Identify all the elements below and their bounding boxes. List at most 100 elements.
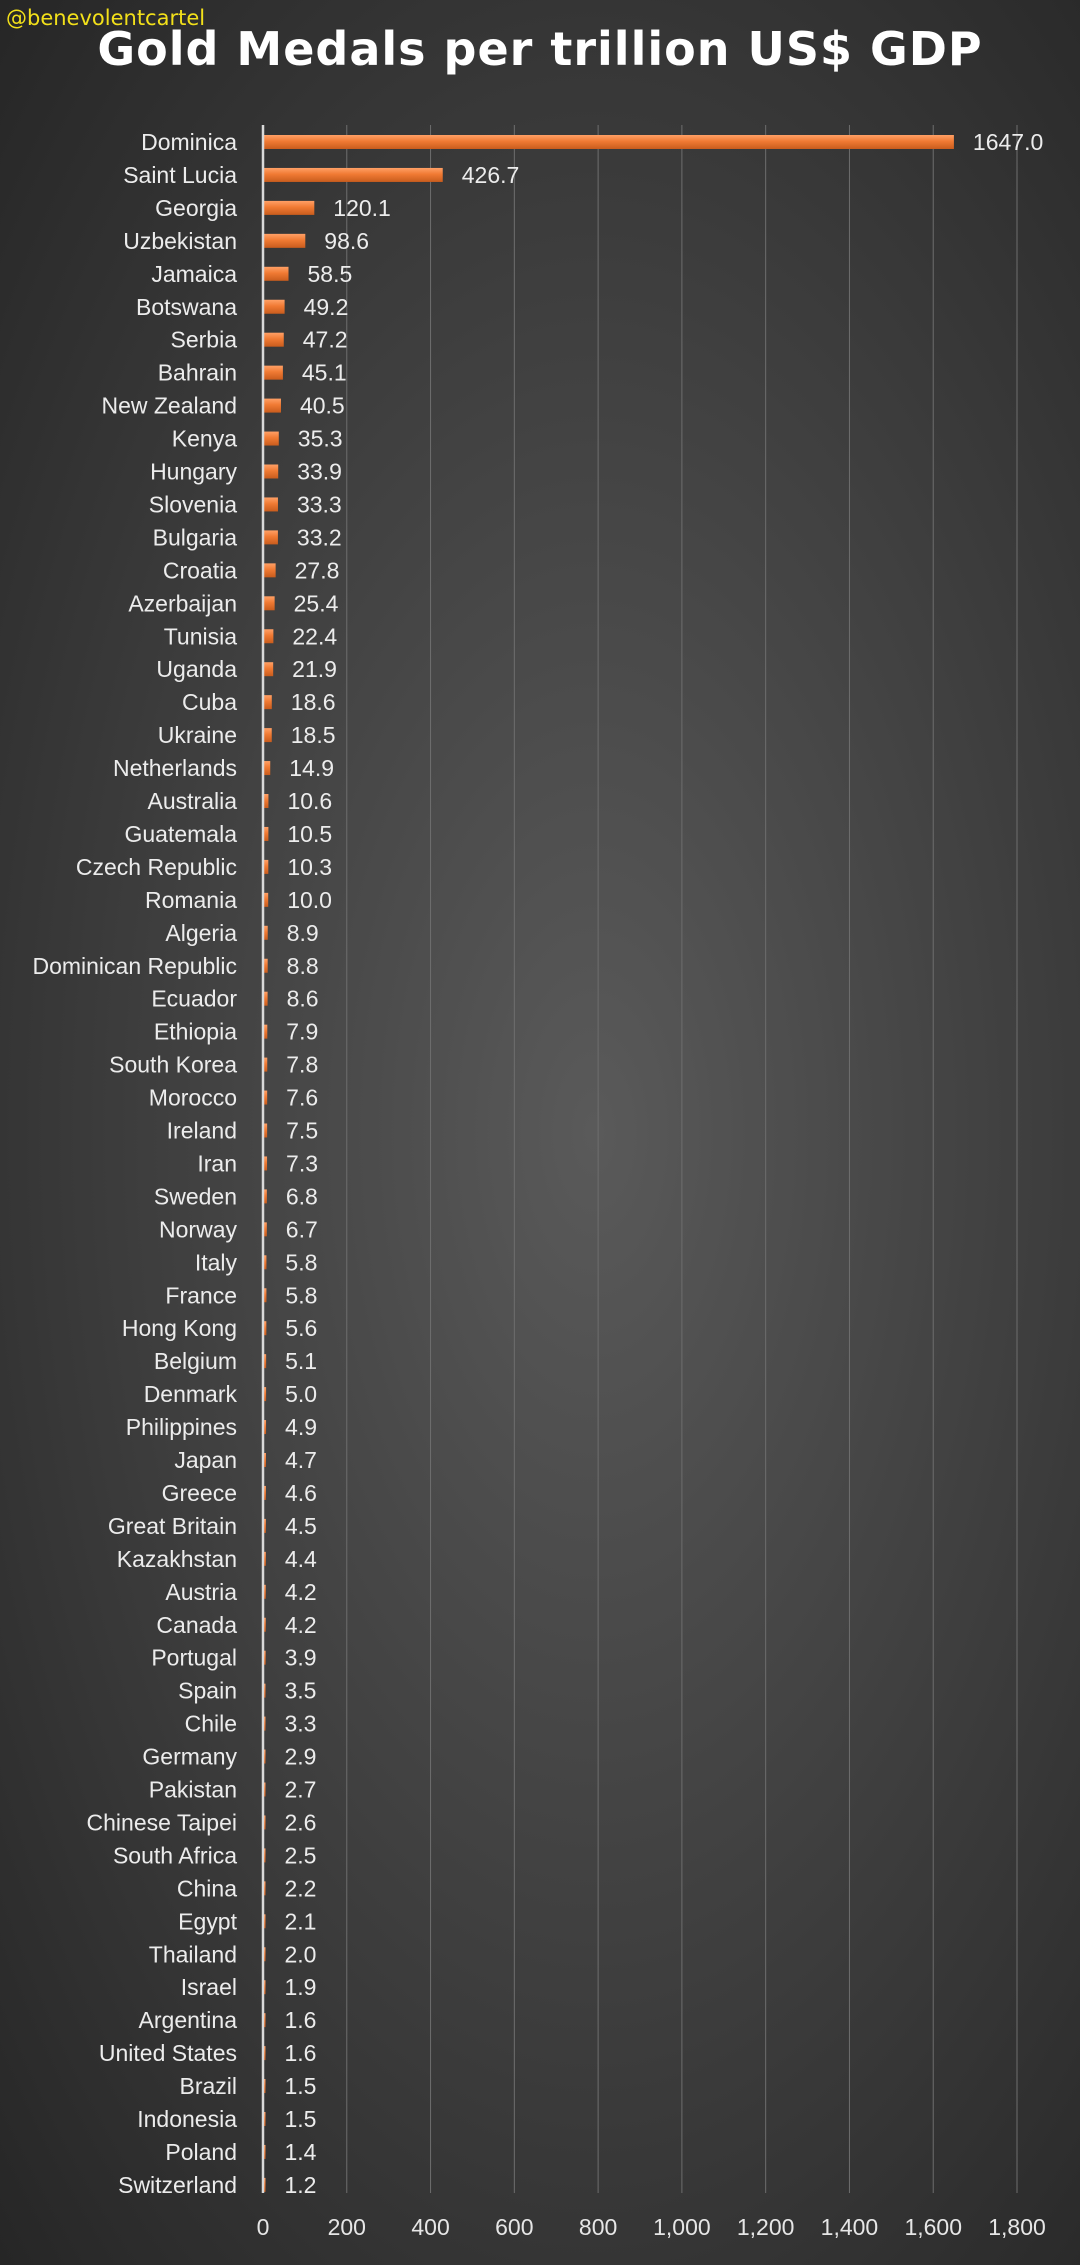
category-label: Spain bbox=[178, 1678, 237, 1704]
data-label: 1.5 bbox=[285, 2106, 317, 2132]
bar bbox=[264, 233, 306, 248]
category-label: Cuba bbox=[182, 689, 237, 715]
data-label: 33.9 bbox=[297, 459, 342, 485]
category-label: New Zealand bbox=[101, 393, 237, 419]
data-label: 7.8 bbox=[286, 1052, 318, 1078]
category-label: United States bbox=[99, 2040, 237, 2066]
data-label: 8.6 bbox=[287, 986, 319, 1012]
data-label: 3.9 bbox=[285, 1645, 317, 1671]
bar bbox=[264, 1485, 266, 1500]
data-label: 40.5 bbox=[300, 393, 345, 419]
chart-title: Gold Medals per trillion US$ GDP bbox=[97, 22, 983, 76]
bar bbox=[264, 1881, 266, 1896]
category-label: Canada bbox=[156, 1612, 237, 1638]
axes: 0 200 400 600 800 1,000 1,200 1,400 1,600 1,800 Do… bbox=[32, 125, 1046, 2240]
data-label: 49.2 bbox=[304, 294, 349, 320]
bars bbox=[264, 135, 954, 2192]
bar bbox=[264, 892, 269, 907]
category-label: Algeria bbox=[165, 920, 237, 946]
category-label: Ireland bbox=[167, 1118, 237, 1144]
data-label: 2.6 bbox=[285, 1809, 317, 1835]
category-label: Georgia bbox=[155, 195, 237, 221]
category-label: Hungary bbox=[150, 459, 237, 485]
data-label: 3.5 bbox=[285, 1678, 317, 1704]
category-label: Brazil bbox=[179, 2073, 237, 2099]
data-label: 4.9 bbox=[285, 1414, 317, 1440]
x-tick-label: 200 bbox=[328, 2214, 366, 2240]
bar bbox=[264, 1815, 266, 1830]
category-label: Jamaica bbox=[151, 261, 237, 287]
bar bbox=[264, 991, 268, 1006]
bar bbox=[264, 1387, 267, 1402]
category-label: Egypt bbox=[178, 1908, 237, 1934]
bar bbox=[264, 1584, 266, 1599]
category-label: Portugal bbox=[151, 1645, 237, 1671]
data-label: 22.4 bbox=[292, 623, 337, 649]
bar bbox=[264, 794, 269, 808]
data-label: 4.5 bbox=[285, 1513, 317, 1539]
data-label: 58.5 bbox=[308, 261, 353, 287]
data-label: 10.3 bbox=[287, 854, 332, 880]
bar bbox=[264, 1288, 267, 1303]
category-label: Dominica bbox=[141, 129, 237, 155]
category-label: Belgium bbox=[154, 1348, 237, 1374]
data-label: 426.7 bbox=[462, 162, 520, 188]
bar bbox=[264, 563, 276, 578]
category-label: Netherlands bbox=[113, 755, 237, 781]
data-label: 18.5 bbox=[291, 722, 336, 748]
x-tick-label: 1,400 bbox=[821, 2214, 879, 2240]
category-label: Romania bbox=[145, 887, 237, 913]
bar bbox=[264, 2144, 266, 2159]
bar bbox=[264, 695, 272, 710]
category-label: Iran bbox=[197, 1150, 237, 1176]
bar bbox=[264, 2013, 266, 2028]
bar bbox=[264, 629, 274, 644]
data-label: 2.2 bbox=[285, 1875, 317, 1901]
bar bbox=[264, 958, 268, 973]
category-label: Switzerland bbox=[118, 2172, 237, 2198]
category-label: Chinese Taipei bbox=[87, 1809, 237, 1835]
data-label: 4.6 bbox=[285, 1480, 317, 1506]
bar bbox=[264, 135, 954, 149]
data-label: 10.5 bbox=[287, 821, 332, 847]
data-label: 4.4 bbox=[285, 1546, 317, 1572]
data-label: 1647.0 bbox=[973, 129, 1043, 155]
x-tick-label: 400 bbox=[411, 2214, 449, 2240]
category-label: Saint Lucia bbox=[123, 162, 237, 188]
bar bbox=[264, 1947, 266, 1962]
bar bbox=[264, 1189, 267, 1204]
category-label: South Korea bbox=[109, 1052, 237, 1078]
bar bbox=[264, 1222, 267, 1237]
bar bbox=[264, 1716, 266, 1731]
data-label: 5.6 bbox=[285, 1315, 317, 1341]
data-label: 5.0 bbox=[285, 1381, 317, 1407]
category-label: Kazakhstan bbox=[117, 1546, 237, 1572]
bar bbox=[264, 1518, 266, 1533]
x-tick-label: 1,200 bbox=[737, 2214, 795, 2240]
data-label: 7.6 bbox=[286, 1085, 318, 1111]
data-label: 27.8 bbox=[295, 557, 340, 583]
category-label: Argentina bbox=[139, 2007, 238, 2033]
data-label: 4.7 bbox=[285, 1447, 317, 1473]
data-label: 1.6 bbox=[285, 2040, 317, 2066]
x-tick-label: 1,600 bbox=[904, 2214, 962, 2240]
bar bbox=[264, 332, 284, 347]
category-label: Croatia bbox=[163, 557, 237, 583]
data-label: 47.2 bbox=[303, 327, 348, 353]
category-label: Dominican Republic bbox=[32, 953, 237, 979]
category-label: Australia bbox=[148, 788, 238, 814]
category-label: Ukraine bbox=[158, 722, 237, 748]
data-label: 2.5 bbox=[285, 1842, 317, 1868]
category-label: Philippines bbox=[126, 1414, 237, 1440]
category-label: Austria bbox=[165, 1579, 237, 1605]
category-label: Chile bbox=[185, 1711, 237, 1737]
category-label: Serbia bbox=[171, 327, 238, 353]
bar bbox=[264, 167, 443, 182]
category-label: South Africa bbox=[113, 1842, 237, 1868]
data-label: 8.9 bbox=[287, 920, 319, 946]
x-tick-label: 600 bbox=[495, 2214, 533, 2240]
category-label: Azerbaijan bbox=[128, 590, 237, 616]
category-label: Italy bbox=[195, 1249, 238, 1275]
bar bbox=[264, 2046, 266, 2061]
